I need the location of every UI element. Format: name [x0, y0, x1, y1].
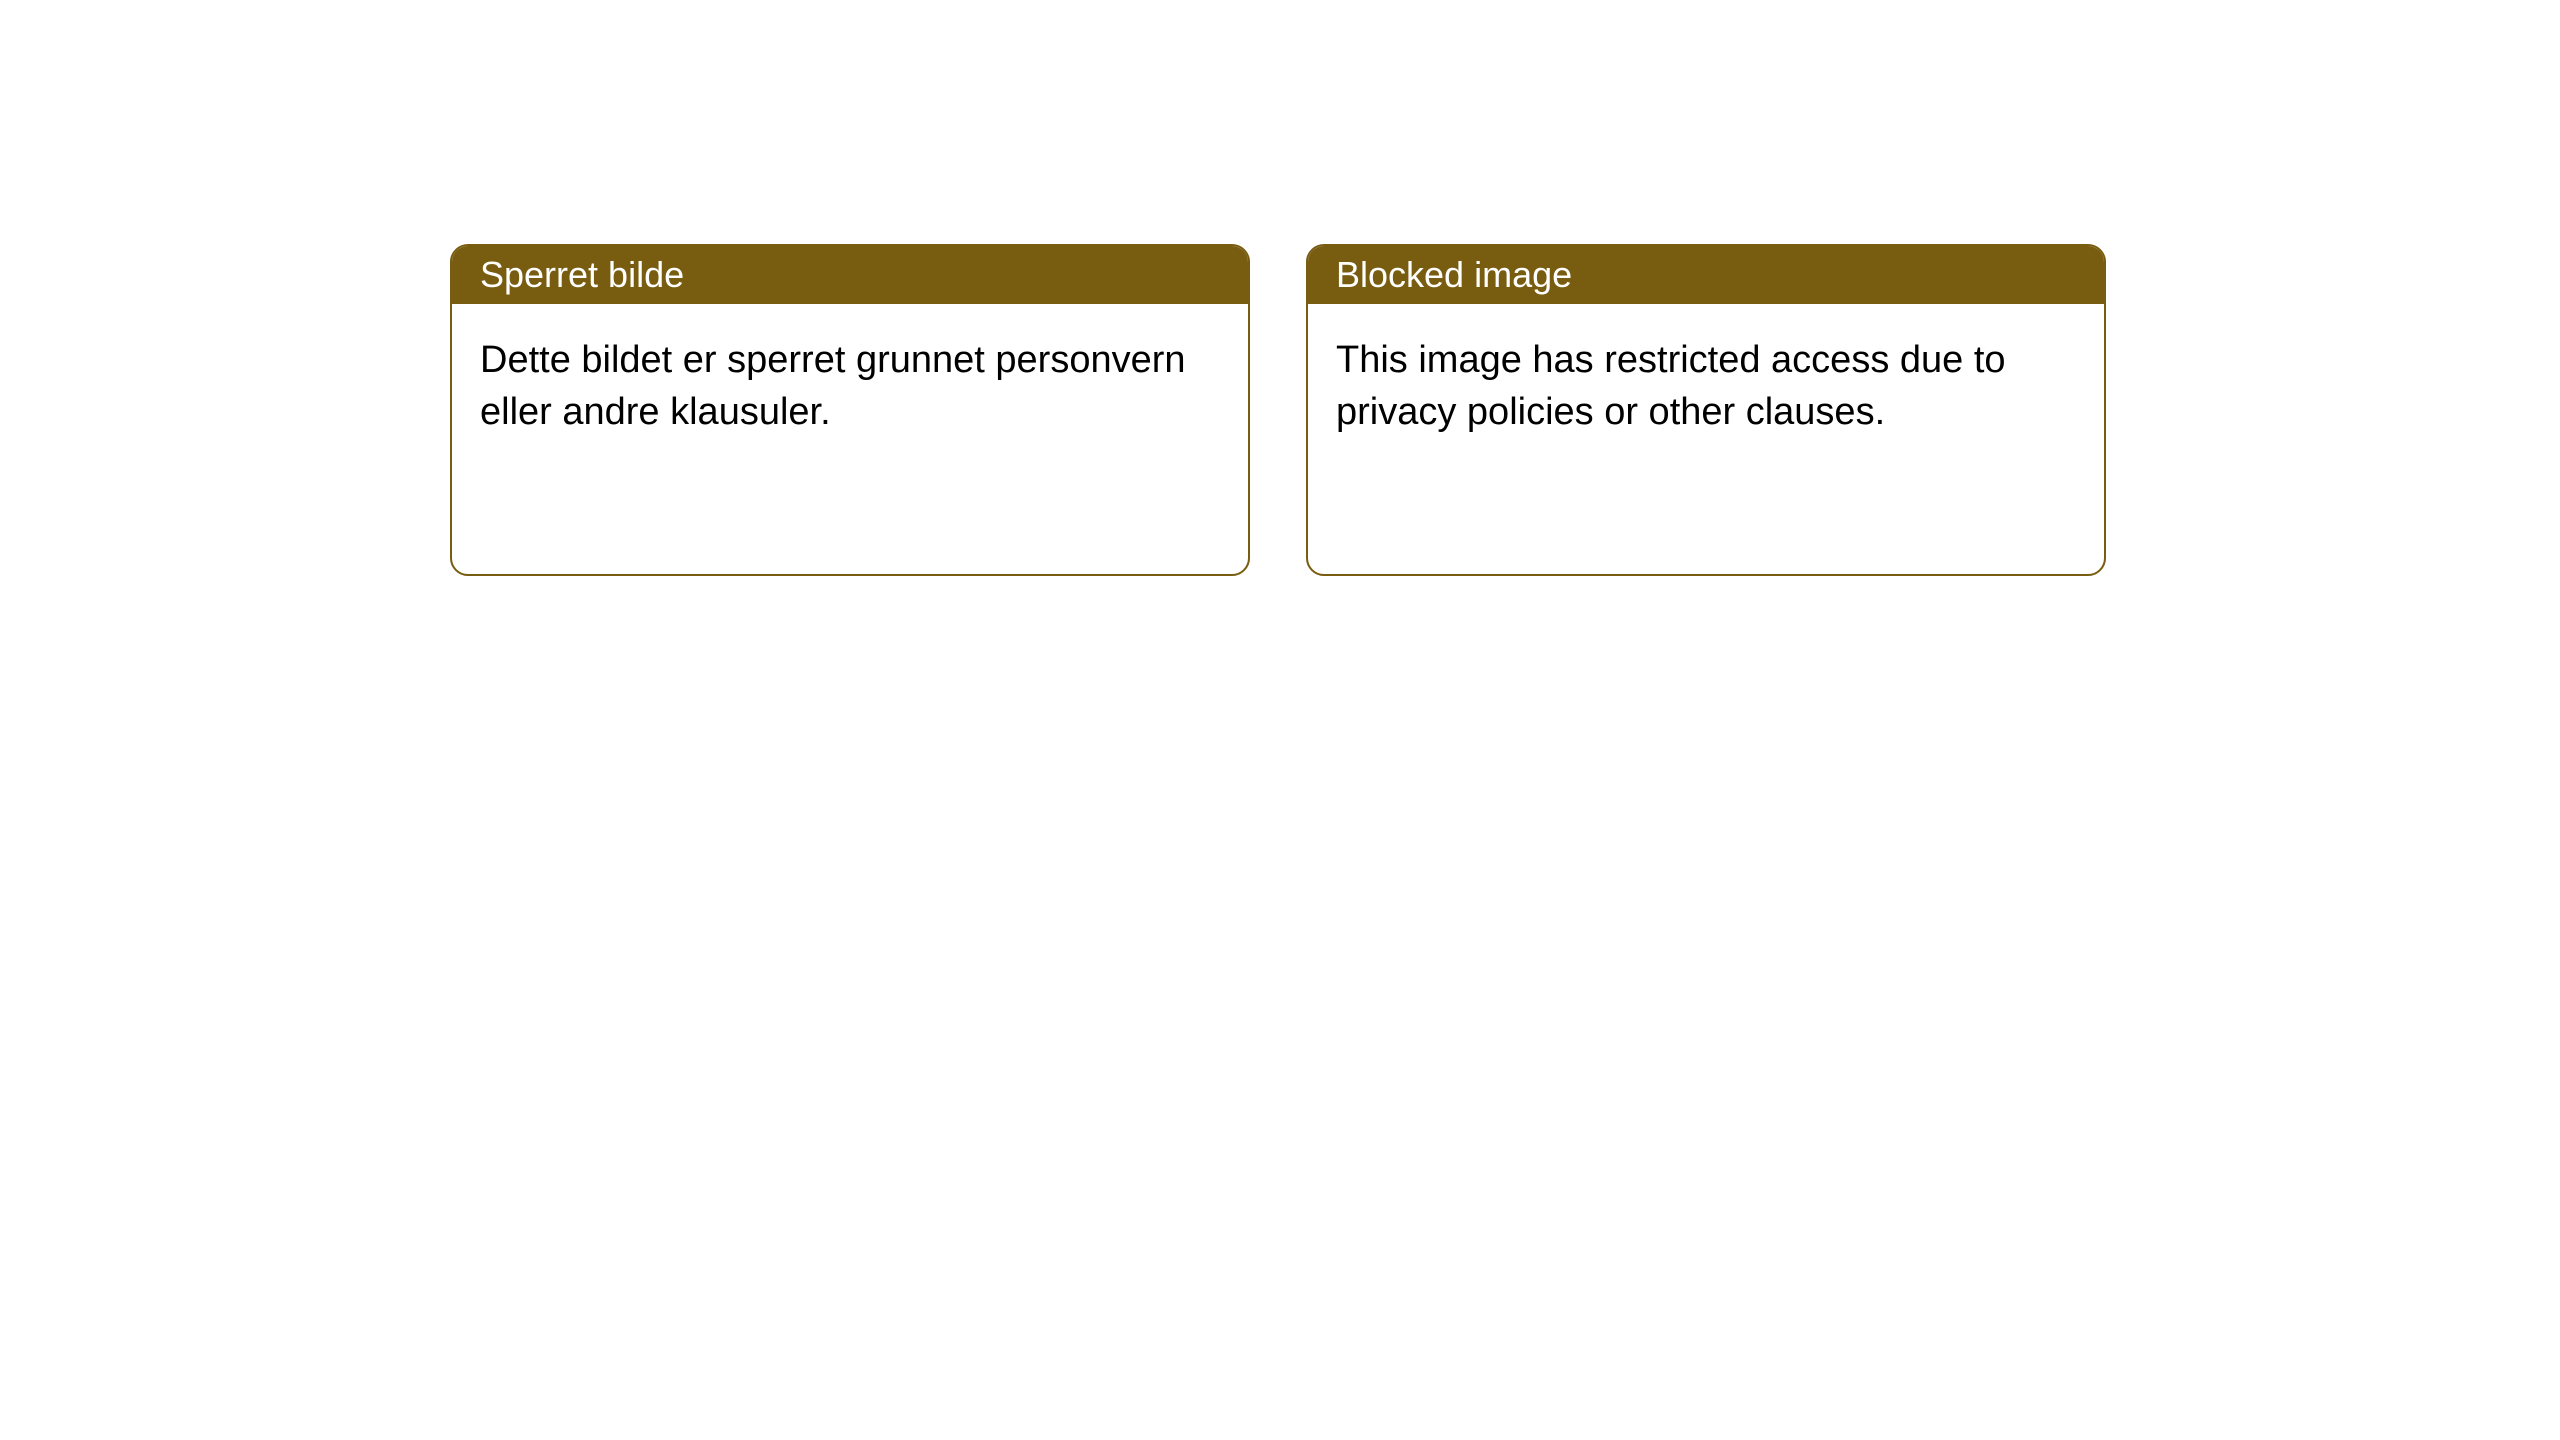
card-header: Blocked image	[1308, 246, 2104, 304]
card-body: Dette bildet er sperret grunnet personve…	[452, 304, 1248, 438]
card-message: Dette bildet er sperret grunnet personve…	[480, 339, 1186, 433]
card-title: Sperret bilde	[480, 254, 684, 295]
blocked-image-card-norwegian: Sperret bilde Dette bildet er sperret gr…	[450, 244, 1250, 576]
card-title: Blocked image	[1336, 254, 1572, 295]
blocked-image-notice-container: Sperret bilde Dette bildet er sperret gr…	[450, 244, 2106, 576]
card-header: Sperret bilde	[452, 246, 1248, 304]
blocked-image-card-english: Blocked image This image has restricted …	[1306, 244, 2106, 576]
card-message: This image has restricted access due to …	[1336, 339, 2006, 433]
card-body: This image has restricted access due to …	[1308, 304, 2104, 438]
